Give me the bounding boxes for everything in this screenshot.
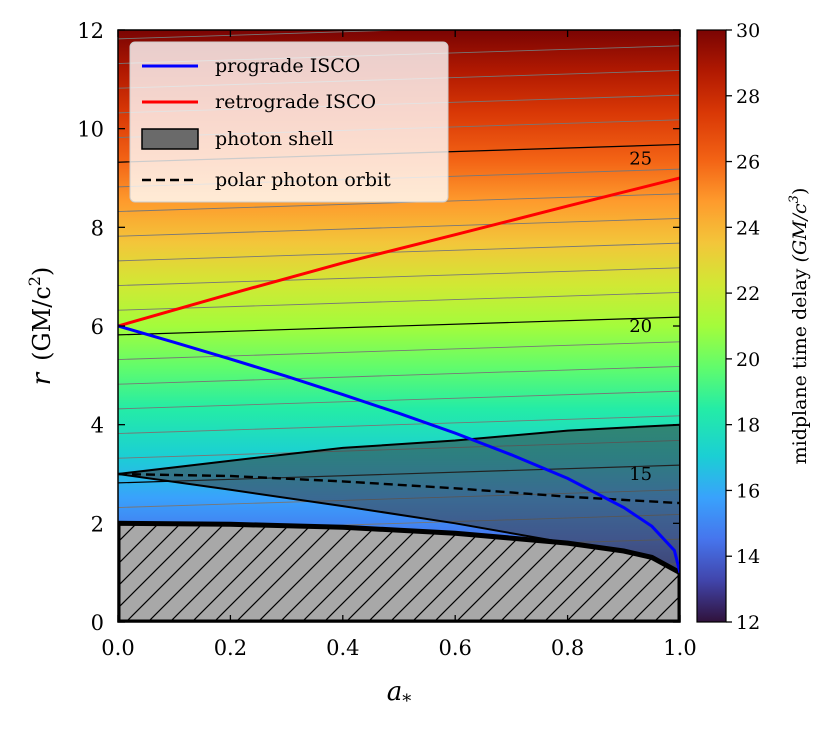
y-tick-label: 2 xyxy=(91,512,104,536)
legend-entry-prograde-isco: prograde ISCO xyxy=(142,55,360,77)
x-axis-label: a* xyxy=(387,677,412,712)
y-tick-label: 4 xyxy=(91,414,104,438)
photon-shell-region xyxy=(118,423,680,574)
colorbar-tick-label: 16 xyxy=(736,480,760,502)
contour-line xyxy=(118,267,680,286)
contour-line xyxy=(118,366,680,385)
colorbar-label: midplane time delay (GM/c3) xyxy=(787,188,811,465)
y-axis-label: r(GM/c2) xyxy=(25,267,57,386)
contour-line xyxy=(118,415,680,434)
y-tick-label: 8 xyxy=(91,216,104,240)
legend-entry-photon-shell: photon shell xyxy=(141,128,334,150)
colorbar-tick-label: 18 xyxy=(736,415,760,437)
colorbar-tick-label: 20 xyxy=(736,349,760,371)
contour-label: 25 xyxy=(629,148,652,169)
legend-label: photon shell xyxy=(215,128,334,150)
colorbar-tick-label: 14 xyxy=(736,546,760,568)
colorbar-tick-label: 12 xyxy=(736,612,760,634)
contour-line xyxy=(118,390,680,410)
x-tick-label: 0.2 xyxy=(214,636,247,660)
prograde-isco-line xyxy=(118,324,680,574)
x-tick-label: 0.6 xyxy=(438,636,471,660)
legend-entry-polar-photon-orbit: polar photon orbit xyxy=(142,169,391,191)
colorbar-gradient xyxy=(696,29,727,623)
colorbar-tick-label: 28 xyxy=(736,86,760,108)
legend: prograde ISCO retrograde ISCO photon she… xyxy=(129,41,449,203)
y-tick-label: 6 xyxy=(91,315,104,339)
legend-entry-retrograde-isco: retrograde ISCO xyxy=(142,91,376,113)
black-hole-horizon xyxy=(118,520,680,622)
y-axis-ticks: 0 2 4 6 8 10 12 xyxy=(77,19,680,635)
contour-line xyxy=(118,218,680,237)
contour-line xyxy=(118,292,680,311)
legend-label: retrograde ISCO xyxy=(215,91,376,113)
x-tick-label: 0.0 xyxy=(101,636,134,660)
legend-label: prograde ISCO xyxy=(215,55,360,77)
colorbar-tick-label: 26 xyxy=(736,152,760,174)
x-tick-label: 0.8 xyxy=(551,636,584,660)
colorbar-tick-label: 30 xyxy=(736,20,760,42)
contour-line xyxy=(118,242,680,262)
y-tick-label: 0 xyxy=(91,611,104,635)
colorbar-ticks: 12 14 16 18 20 22 24 26 28 30 xyxy=(726,20,760,634)
y-tick-label: 12 xyxy=(77,19,104,43)
contour-line xyxy=(118,316,680,336)
colorbar: 12 14 16 18 20 22 24 26 28 30 midplane time delay… xyxy=(696,20,811,634)
contour-label: 15 xyxy=(629,464,652,485)
y-tick-label: 10 xyxy=(77,118,104,142)
contour-line xyxy=(118,341,680,360)
x-tick-label: 0.4 xyxy=(326,636,359,660)
contour-labels: 15 20 25 xyxy=(629,148,652,485)
x-tick-label: 1.0 xyxy=(663,636,696,660)
retrograde-isco-line xyxy=(118,176,680,328)
contour-label: 20 xyxy=(629,316,652,337)
x-axis-ticks: 0.0 0.2 0.4 0.6 0.8 1.0 xyxy=(101,30,697,660)
contour-line xyxy=(118,193,680,212)
legend-label: polar photon orbit xyxy=(215,169,391,191)
polar-photon-orbit-line xyxy=(118,472,680,505)
legend-box xyxy=(129,41,449,203)
colorbar-tick-label: 24 xyxy=(736,217,760,239)
colorbar-tick-label: 22 xyxy=(736,283,760,305)
